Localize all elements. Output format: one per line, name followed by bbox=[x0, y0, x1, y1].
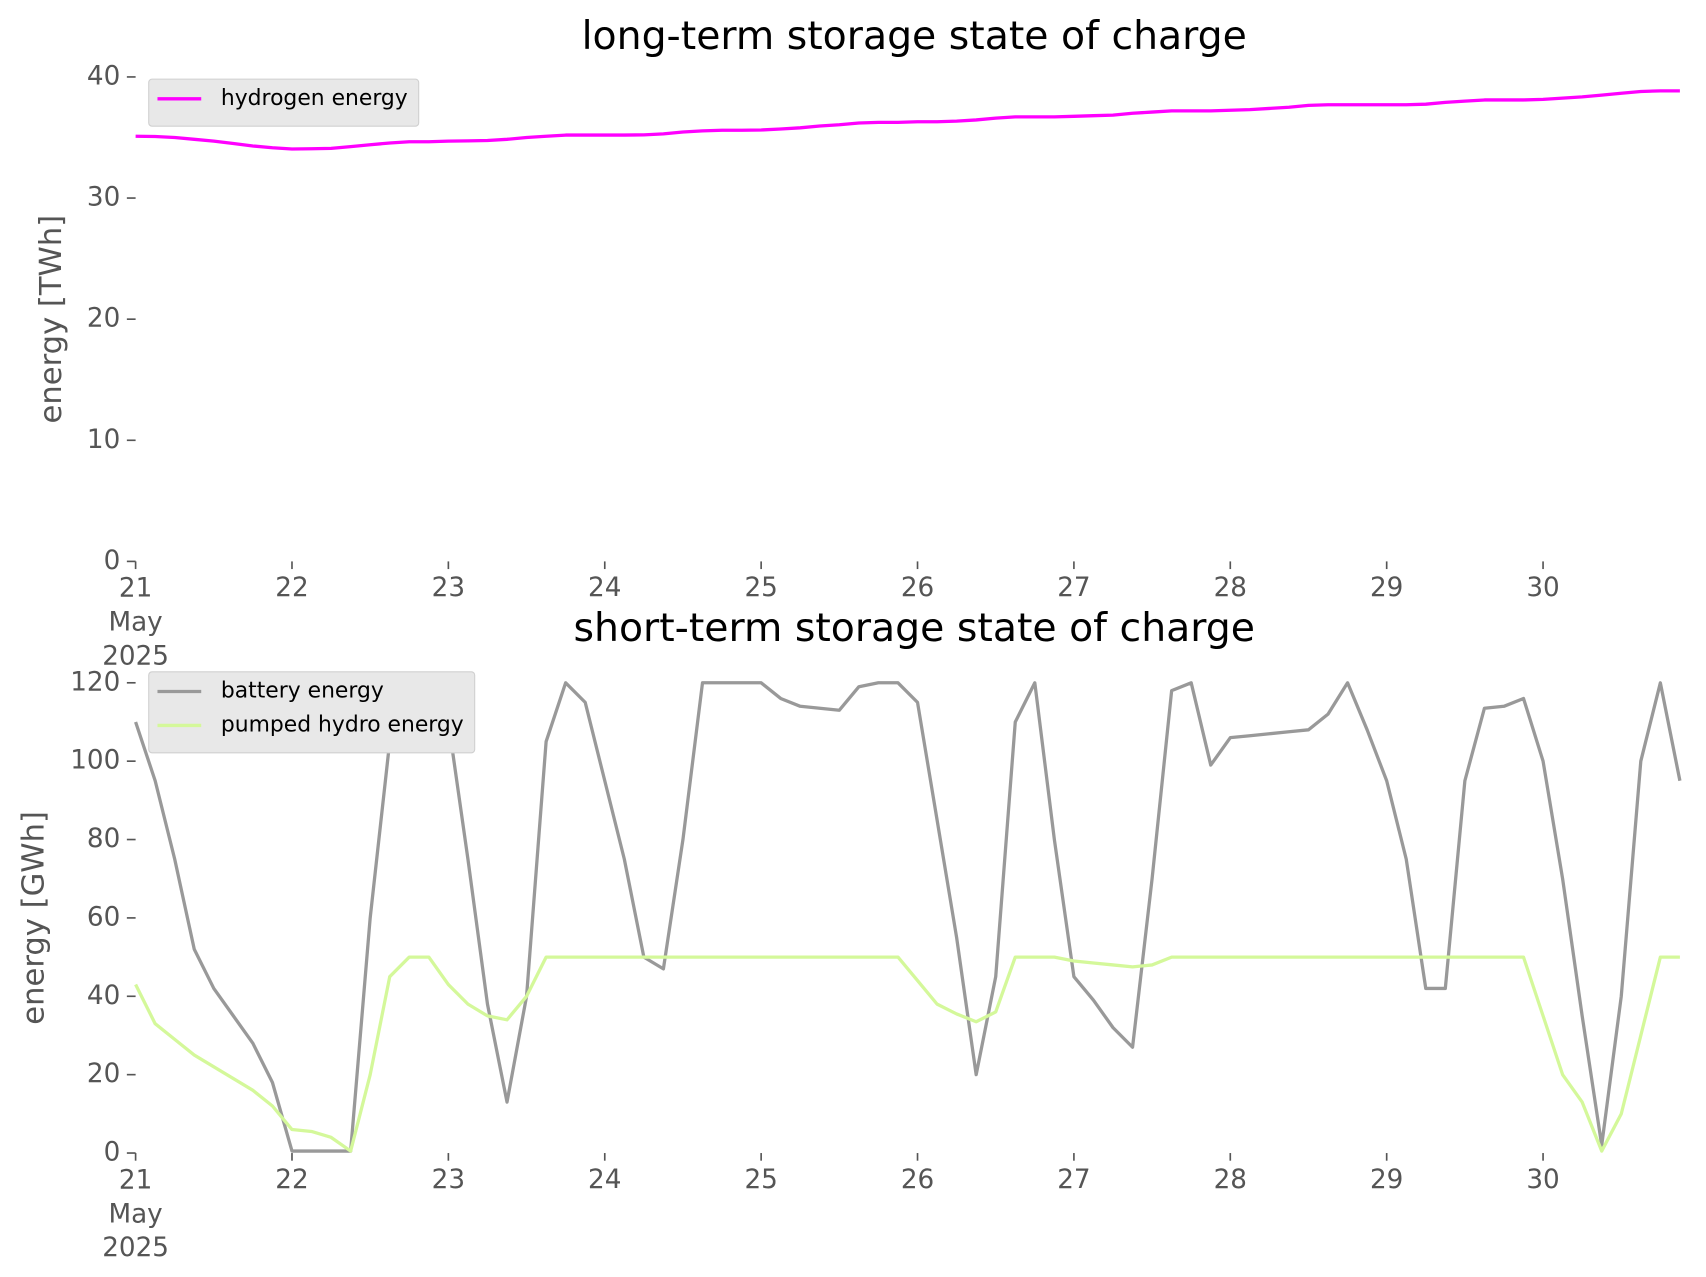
legend-box bbox=[148, 671, 476, 754]
y-tick-label: 20 bbox=[87, 1059, 120, 1089]
x-tick-label: 21 May 2025 bbox=[102, 573, 169, 671]
x-tick-label: 24 bbox=[588, 1165, 621, 1195]
x-tick-label: 21 May 2025 bbox=[102, 1165, 169, 1263]
x-tick-label: 30 bbox=[1526, 573, 1559, 603]
series-line bbox=[134, 955, 1680, 1153]
legend-label: hydrogen energy bbox=[221, 86, 408, 111]
y-tick-label: 20 bbox=[87, 304, 120, 334]
legend-label: battery energy bbox=[221, 679, 384, 704]
x-tick-label: 25 bbox=[744, 573, 777, 603]
legend: hydrogen energy bbox=[148, 78, 420, 127]
x-tick-label-line: 21 bbox=[119, 1165, 152, 1195]
x-tick-label: 23 bbox=[432, 573, 465, 603]
y-axis-label: energy [GWh] bbox=[16, 811, 51, 1025]
x-tick-label: 22 bbox=[275, 573, 308, 603]
x-tick-label: 26 bbox=[901, 1165, 934, 1195]
x-tick-label-line: May bbox=[108, 607, 162, 637]
x-tick-label: 26 bbox=[901, 573, 934, 603]
y-tick-label: 80 bbox=[87, 824, 120, 854]
series-line bbox=[135, 89, 1680, 151]
x-tick-label: 29 bbox=[1370, 1165, 1403, 1195]
x-tick-label: 25 bbox=[744, 1165, 777, 1195]
y-axis-label: energy [TWh] bbox=[34, 215, 69, 424]
x-tick-label: 23 bbox=[432, 1165, 465, 1195]
x-tick-label: 24 bbox=[588, 573, 621, 603]
chart-title: short-term storage state of charge bbox=[574, 605, 1255, 651]
x-tick-label-line: 21 bbox=[119, 573, 152, 603]
y-tick-label: 10 bbox=[87, 425, 120, 455]
y-tick-label: 40 bbox=[87, 61, 120, 91]
x-tick-label: 27 bbox=[1057, 573, 1090, 603]
y-tick-label: 40 bbox=[87, 981, 120, 1011]
legend: battery energy pumped hydro energy bbox=[148, 671, 476, 754]
x-tick-label: 28 bbox=[1214, 1165, 1247, 1195]
chart-title: long-term storage state of charge bbox=[582, 13, 1247, 59]
x-tick-label: 30 bbox=[1526, 1165, 1559, 1195]
x-tick-label-line: 2025 bbox=[102, 1233, 169, 1263]
y-tick-label: 60 bbox=[87, 902, 120, 932]
y-tick-label: 120 bbox=[70, 667, 120, 697]
x-tick-label: 28 bbox=[1214, 573, 1247, 603]
legend-label: pumped hydro energy bbox=[221, 712, 464, 737]
x-tick-label: 22 bbox=[275, 1165, 308, 1195]
y-tick-label: 100 bbox=[70, 746, 120, 776]
y-tick-label: 0 bbox=[104, 546, 121, 576]
x-tick-label-line: 2025 bbox=[102, 641, 169, 671]
legend-box bbox=[148, 78, 420, 127]
y-tick-label: 30 bbox=[87, 183, 120, 213]
x-tick-label: 29 bbox=[1370, 573, 1403, 603]
y-tick-label: 0 bbox=[104, 1138, 121, 1168]
x-tick-label-line: May bbox=[108, 1199, 162, 1229]
x-tick-label: 27 bbox=[1057, 1165, 1090, 1195]
